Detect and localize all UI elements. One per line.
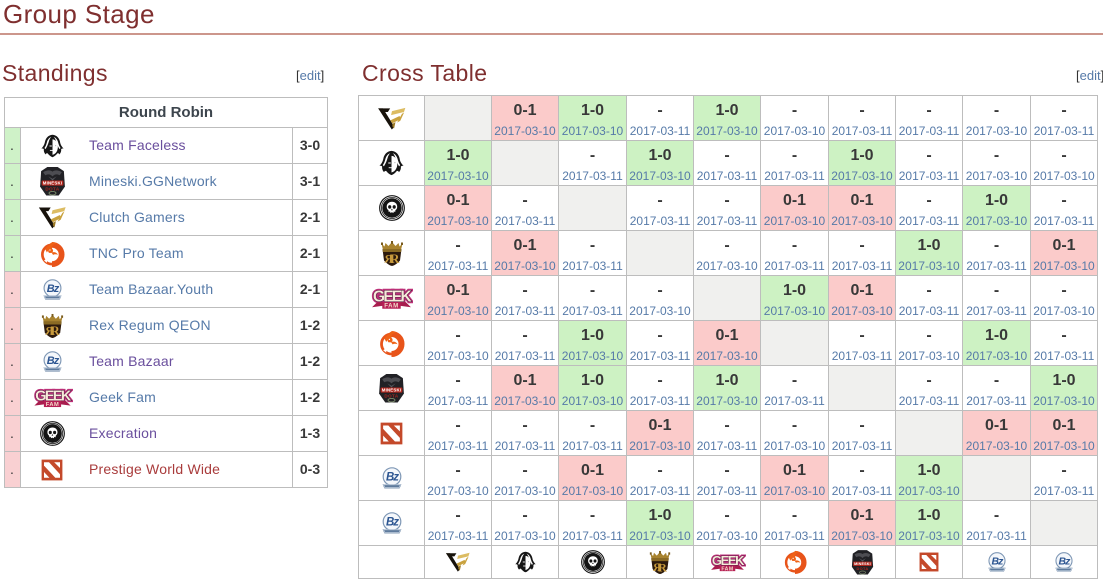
- svg-text:R: R: [384, 251, 393, 265]
- svg-text:FAM: FAM: [721, 566, 733, 572]
- svg-text:GEEK: GEEK: [711, 553, 744, 568]
- svg-text:GEEK: GEEK: [711, 553, 744, 568]
- svg-text:MINESKI: MINESKI: [382, 387, 401, 392]
- svg-text:R: R: [51, 324, 61, 338]
- svg-text:FAM: FAM: [46, 402, 60, 408]
- svg-text:R: R: [390, 251, 400, 266]
- svg-text:Bz: Bz: [47, 283, 60, 295]
- svg-text:Bz: Bz: [1058, 555, 1071, 567]
- svg-text:MINESKI: MINESKI: [43, 181, 62, 186]
- svg-text:GEEK: GEEK: [373, 288, 411, 305]
- svg-text:FAM: FAM: [384, 302, 398, 309]
- svg-text:R: R: [44, 325, 53, 337]
- svg-text:DOTA: DOTA: [45, 186, 59, 191]
- svg-text:R: R: [658, 560, 667, 574]
- svg-text:Bz: Bz: [385, 516, 398, 528]
- svg-text:DOTA: DOTA: [856, 566, 868, 571]
- svg-text:GEEK: GEEK: [35, 388, 72, 404]
- svg-text:Bz: Bz: [385, 471, 398, 483]
- svg-text:Bz: Bz: [991, 555, 1004, 567]
- svg-text:MINESKI: MINESKI: [854, 562, 871, 566]
- svg-text:R: R: [652, 561, 661, 573]
- svg-text:Bz: Bz: [47, 355, 60, 367]
- svg-text:DOTA: DOTA: [384, 393, 398, 398]
